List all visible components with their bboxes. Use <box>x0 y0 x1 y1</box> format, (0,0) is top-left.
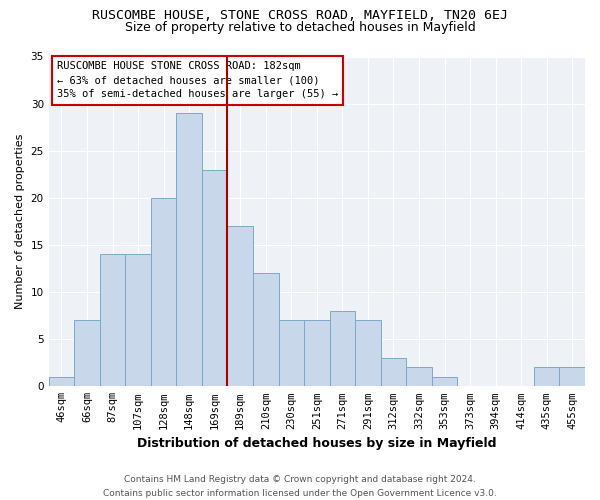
Bar <box>380 358 406 386</box>
X-axis label: Distribution of detached houses by size in Mayfield: Distribution of detached houses by size … <box>137 437 497 450</box>
Bar <box>49 377 74 386</box>
Bar <box>534 368 559 386</box>
Bar <box>329 311 355 386</box>
Bar <box>355 320 380 386</box>
Bar <box>151 198 176 386</box>
Bar <box>253 273 278 386</box>
Bar <box>202 170 227 386</box>
Bar <box>406 368 432 386</box>
Text: Size of property relative to detached houses in Mayfield: Size of property relative to detached ho… <box>125 21 475 34</box>
Text: RUSCOMBE HOUSE STONE CROSS ROAD: 182sqm
← 63% of detached houses are smaller (10: RUSCOMBE HOUSE STONE CROSS ROAD: 182sqm … <box>57 62 338 100</box>
Bar <box>227 226 253 386</box>
Bar <box>278 320 304 386</box>
Bar <box>304 320 329 386</box>
Bar <box>125 254 151 386</box>
Bar <box>432 377 457 386</box>
Bar <box>100 254 125 386</box>
Bar <box>559 368 585 386</box>
Text: RUSCOMBE HOUSE, STONE CROSS ROAD, MAYFIELD, TN20 6EJ: RUSCOMBE HOUSE, STONE CROSS ROAD, MAYFIE… <box>92 9 508 22</box>
Y-axis label: Number of detached properties: Number of detached properties <box>15 134 25 309</box>
Bar <box>176 113 202 386</box>
Text: Contains HM Land Registry data © Crown copyright and database right 2024.
Contai: Contains HM Land Registry data © Crown c… <box>103 476 497 498</box>
Bar <box>74 320 100 386</box>
